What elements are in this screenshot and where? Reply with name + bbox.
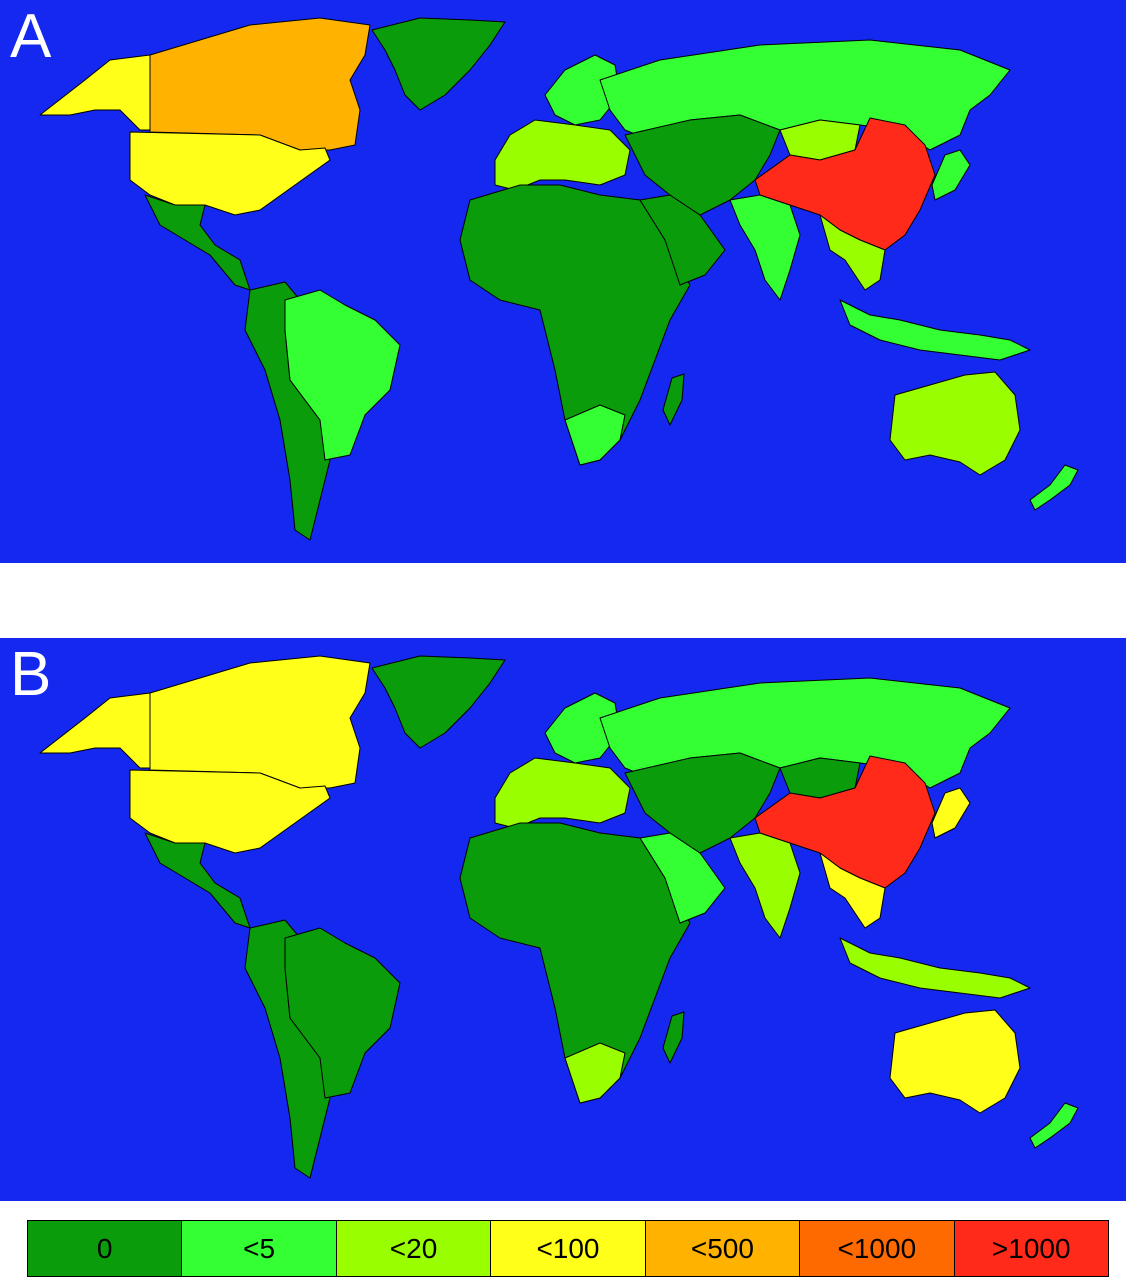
legend-item: <1000: [800, 1221, 955, 1276]
region-africa: [459, 822, 691, 1104]
region-japan: [931, 787, 971, 839]
legend-item: <500: [645, 1221, 801, 1276]
region-south-africa: [564, 404, 626, 466]
region-india: [729, 194, 801, 301]
region-alaska: [39, 54, 151, 131]
region-japan: [931, 149, 971, 201]
legend-item: 0: [28, 1221, 183, 1276]
region-greenland: [371, 17, 506, 111]
region-usa: [129, 131, 331, 216]
legend-item: <5: [182, 1221, 337, 1276]
region-usa: [129, 769, 331, 854]
legend-item: <100: [491, 1221, 646, 1276]
region-madagascar: [662, 1011, 685, 1064]
region-india: [729, 832, 801, 939]
region-australia: [889, 1009, 1021, 1114]
world-map-b: [39, 655, 1079, 1179]
region-new-zealand: [1029, 1102, 1079, 1149]
region-canada: [149, 655, 371, 789]
region-southeast-asia: [819, 214, 886, 291]
region-china: [754, 755, 936, 889]
region-brazil: [284, 289, 401, 461]
color-legend: 0 <5 <20 <100 <500 <1000 >1000: [27, 1220, 1109, 1277]
region-australia: [889, 371, 1021, 476]
region-europe-west: [494, 119, 631, 191]
region-brazil: [284, 927, 401, 1099]
region-new-zealand: [1029, 464, 1079, 511]
region-indonesia: [839, 299, 1031, 361]
map-panel-b: B: [0, 638, 1126, 1201]
region-canada: [149, 17, 371, 151]
map-panel-a: A: [0, 0, 1126, 563]
region-alaska: [39, 692, 151, 769]
region-southeast-asia: [819, 852, 886, 929]
panel-label-a: A: [10, 2, 52, 71]
region-madagascar: [662, 373, 685, 426]
region-south-africa: [564, 1042, 626, 1104]
world-map-a: [39, 17, 1079, 541]
legend-item: >1000: [954, 1221, 1108, 1276]
region-mexico: [144, 194, 251, 291]
region-mexico: [144, 832, 251, 929]
region-indonesia: [839, 937, 1031, 999]
region-europe-west: [494, 757, 631, 829]
panel-label-b: B: [10, 640, 52, 709]
legend-item: <20: [336, 1221, 492, 1276]
region-africa: [459, 184, 691, 466]
region-greenland: [371, 655, 506, 749]
region-china: [754, 117, 936, 251]
